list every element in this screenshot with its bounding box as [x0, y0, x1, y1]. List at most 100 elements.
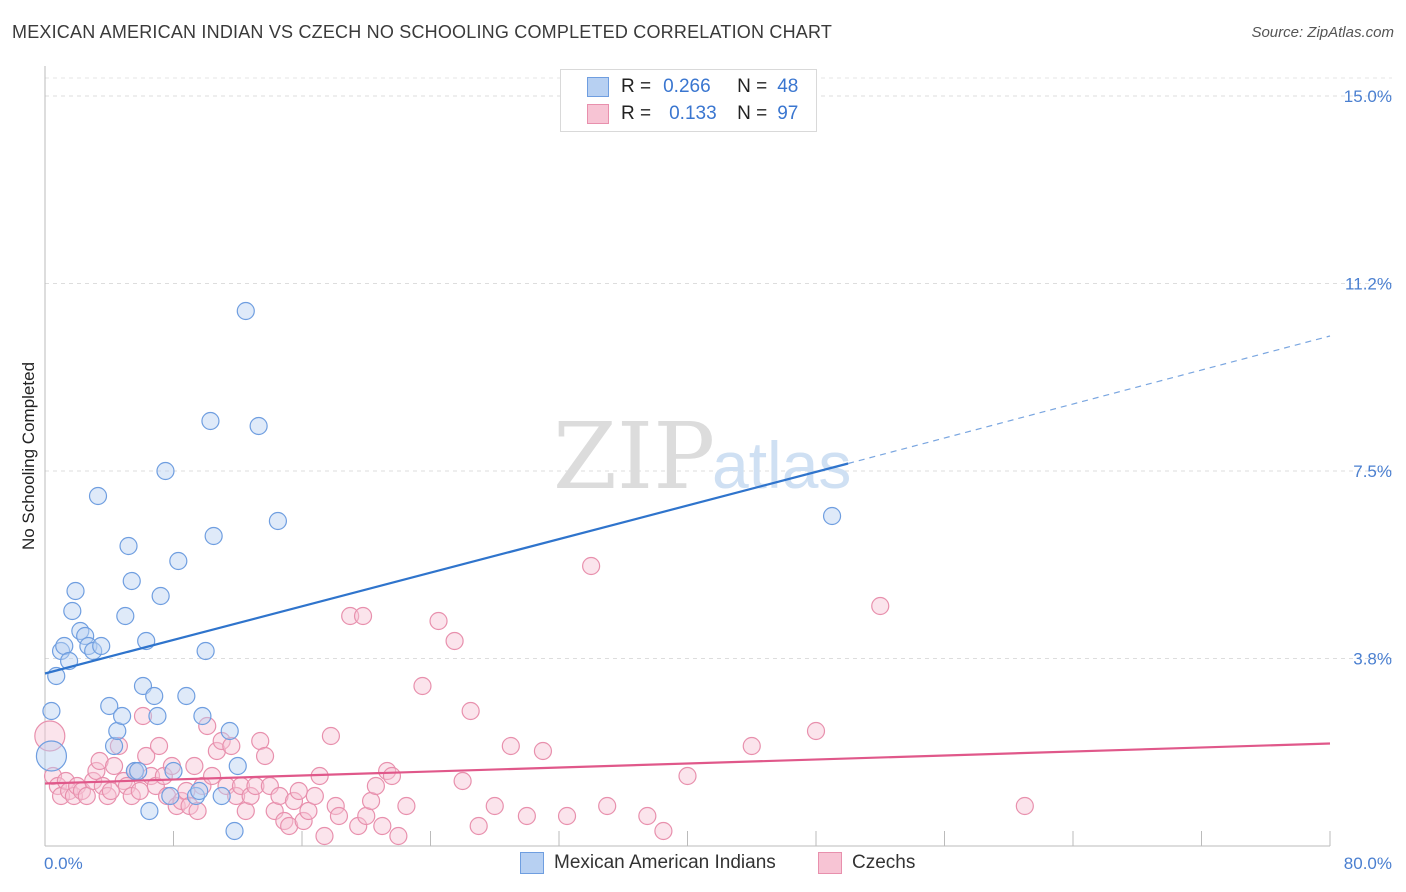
legend-swatch-blue [587, 77, 609, 97]
data-point [151, 586, 170, 606]
x-tick-label-max: 80.0% [1344, 854, 1392, 873]
legend-r-value: 0.133 [669, 103, 717, 124]
legend-row-czechs: R = 0.133 N = 97 [587, 101, 798, 127]
data-point [284, 791, 304, 811]
data-point [98, 786, 117, 806]
data-point [329, 806, 349, 826]
y-tick-label: 15.0% [1344, 87, 1392, 106]
data-point [196, 641, 215, 661]
data-point [109, 736, 128, 756]
data-point [326, 796, 345, 816]
data-point [198, 716, 217, 736]
series-swatch-pink [818, 852, 842, 874]
series-name: Czechs [852, 852, 916, 873]
data-point [56, 771, 75, 791]
watermark: ZIP atlas [553, 403, 851, 510]
data-point [100, 696, 119, 716]
watermark-atlas: atlas [712, 428, 851, 502]
data-point [397, 796, 416, 816]
series-legend-czechs: Czechs [818, 852, 915, 874]
trend-line-czechs [44, 742, 1331, 785]
watermark-zip: ZIP [553, 403, 715, 510]
data-point [469, 816, 488, 836]
data-point [557, 806, 577, 826]
source-label: Source: ZipAtlas.com [1251, 24, 1394, 41]
data-point [161, 786, 180, 806]
data-point [321, 726, 341, 746]
data-point [598, 796, 617, 816]
x-tick-labels: 0.0% 80.0% [44, 854, 1392, 873]
data-point [445, 631, 464, 651]
series-swatch-blue [520, 852, 544, 874]
data-point [169, 551, 188, 571]
y-tick-label: 11.2% [1345, 275, 1392, 294]
data-point [822, 506, 842, 526]
data-point [1015, 796, 1034, 816]
data-point [63, 601, 82, 621]
data-point [145, 686, 164, 706]
data-point [299, 801, 318, 821]
data-point [294, 811, 313, 831]
data-point [429, 611, 448, 631]
data-point [193, 706, 212, 726]
data-point [104, 756, 124, 776]
data-point [305, 786, 324, 806]
legend-r-value: 0.266 [663, 76, 711, 97]
data-point [88, 486, 108, 506]
y-tick-label: 3.8% [1353, 650, 1392, 669]
data-point [582, 556, 601, 576]
data-point [461, 701, 480, 721]
data-point [222, 736, 241, 756]
data-point [453, 771, 472, 791]
chart-title: MEXICAN AMERICAN INDIAN VS CZECH NO SCHO… [12, 22, 833, 42]
data-point [289, 781, 308, 801]
data-point [188, 801, 207, 821]
data-point [190, 781, 209, 801]
data-point [341, 606, 360, 626]
data-point [373, 816, 392, 836]
data-point [228, 756, 247, 776]
data-point [225, 821, 244, 841]
legend-n-value: 97 [777, 103, 799, 124]
data-point [148, 706, 167, 726]
series-name: Mexican American Indians [554, 852, 776, 873]
legend-n-value: 48 [777, 76, 799, 97]
data-point [112, 706, 132, 726]
data-point [186, 786, 206, 806]
data-point [654, 821, 673, 841]
data-point [638, 806, 657, 826]
data-point [140, 801, 159, 821]
data-point [76, 626, 95, 646]
y-tick-labels: 3.8% 7.5% 11.2% 15.0% [1344, 87, 1392, 669]
trend-line-mexican-american-indians [44, 462, 849, 675]
data-point [42, 701, 61, 721]
data-point [357, 806, 376, 826]
trend-line-extension [847, 335, 1331, 465]
data-point [806, 721, 826, 741]
data-point [35, 740, 68, 772]
data-point [678, 766, 697, 786]
data-point [361, 791, 381, 811]
data-point [92, 636, 111, 656]
data-point [77, 786, 96, 806]
data-point [236, 301, 255, 321]
data-point [413, 676, 432, 696]
data-point [149, 736, 169, 756]
data-point [137, 746, 156, 766]
data-point [501, 736, 520, 756]
data-point [201, 411, 220, 431]
data-point [87, 761, 106, 781]
data-point [55, 636, 74, 656]
data-point [129, 761, 148, 781]
data-point [207, 741, 226, 761]
data-point [90, 751, 109, 771]
legend-swatch-pink [587, 104, 609, 124]
data-points [34, 301, 1034, 846]
data-point [104, 736, 124, 756]
data-point [156, 461, 175, 481]
data-point [389, 826, 408, 846]
grid [45, 77, 1392, 659]
data-point [315, 826, 334, 846]
data-point [177, 686, 196, 706]
data-point [366, 776, 385, 796]
